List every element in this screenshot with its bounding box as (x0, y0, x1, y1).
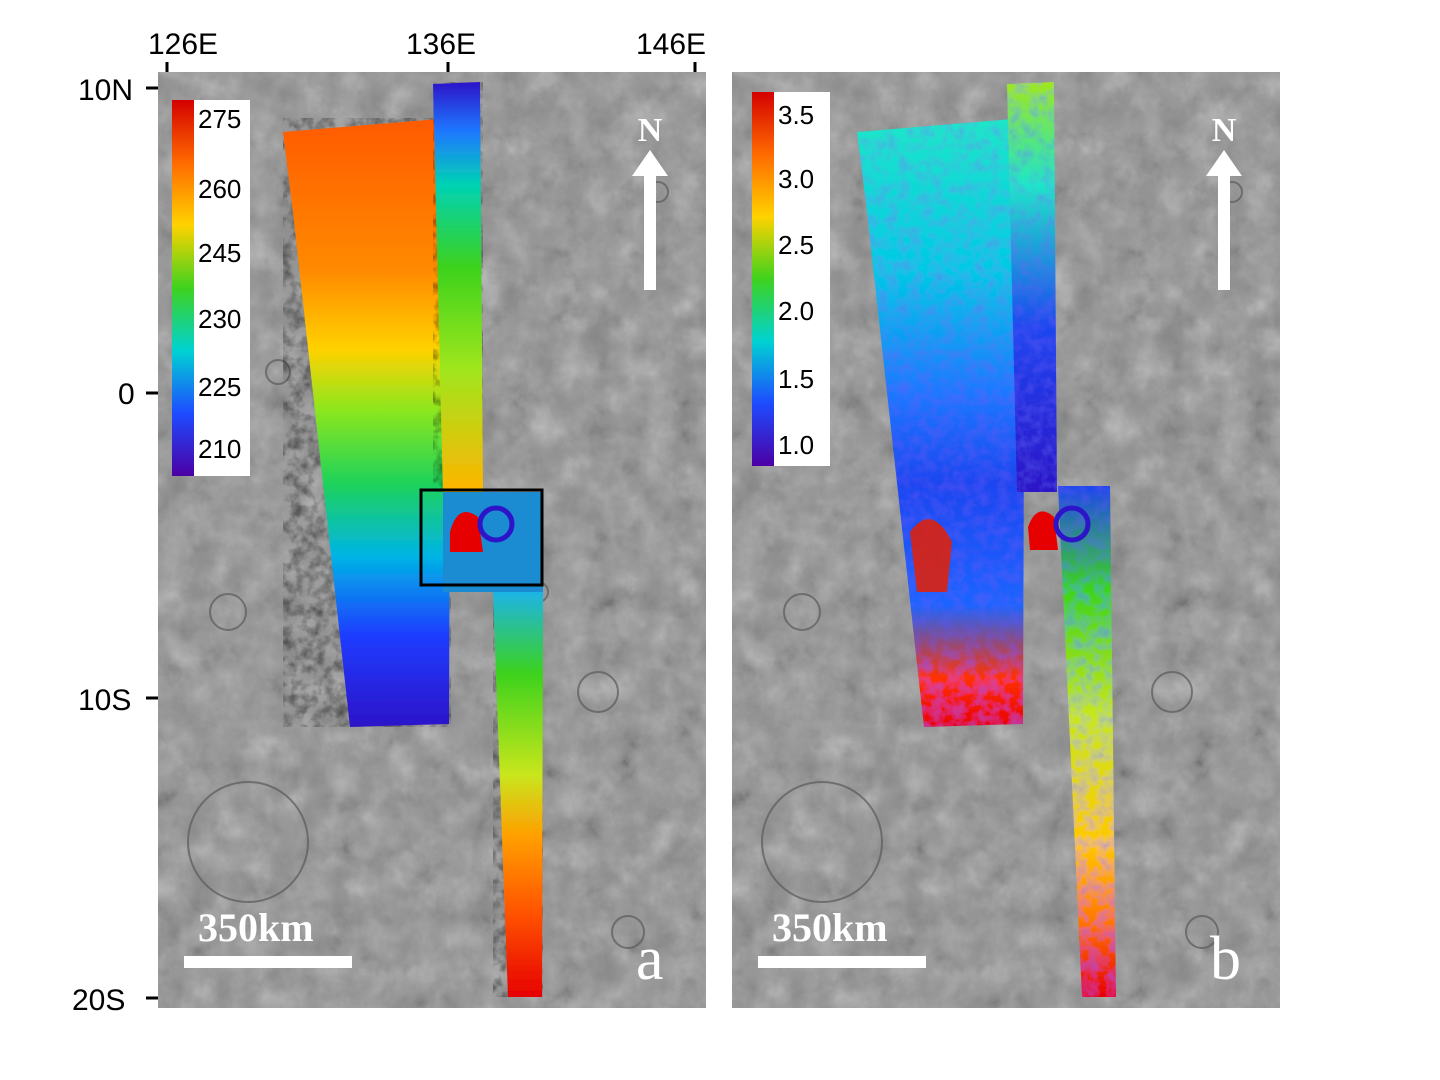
lat-label-10n: 10N (78, 74, 134, 107)
colorbar-label: 260 (198, 174, 242, 204)
colorbar-label: 3.0 (778, 164, 815, 194)
lat-label-20s: 20S (72, 984, 126, 1017)
north-arrow-icon (632, 150, 668, 290)
lon-label-146e: 146E (636, 28, 707, 61)
colorbar-label: 245 (198, 238, 242, 268)
lat-label-0: 0 (118, 378, 135, 411)
swath-a-stripe (433, 82, 483, 492)
north-arrow-a: N (630, 112, 670, 299)
colorbar-label: 2.5 (778, 230, 815, 260)
colorbar-label: 275 (198, 104, 242, 134)
colorbar-legend-b: 3.5 3.0 2.5 2.0 1.5 1.0 (752, 92, 830, 466)
north-arrow-icon (1206, 150, 1242, 290)
colorbar-label: 2.0 (778, 296, 815, 326)
north-arrow-b: N (1204, 112, 1244, 299)
colorbar-label: 230 (198, 304, 242, 334)
map-panel-a: 275 260 245 230 225 210 N 350km a (158, 72, 706, 1008)
region-highlight-box (419, 488, 544, 587)
map-panel-b: 3.5 3.0 2.5 2.0 1.5 1.0 N 350km b (732, 72, 1280, 1008)
lat-label-10s: 10S (78, 684, 132, 717)
swath-b-main (857, 118, 1025, 727)
panel-letter-b: b (1210, 925, 1241, 993)
lon-label-136e: 136E (406, 28, 477, 61)
swath-b-south (1058, 486, 1116, 997)
colorbar-label: 210 (198, 434, 242, 464)
north-label: N (1211, 112, 1237, 149)
north-label: N (637, 112, 663, 149)
panel-letter-a: a (636, 925, 664, 993)
colorbar-label: 1.5 (778, 364, 815, 394)
scale-label-b: 350km (772, 905, 888, 950)
swath-b-stripe (1007, 82, 1057, 492)
swath-a-main (283, 118, 451, 727)
swath-a-south (493, 592, 543, 997)
lon-label-126e: 126E (148, 28, 219, 61)
colorbar-gradient-b (752, 92, 774, 466)
scale-bar-b (758, 956, 926, 968)
colorbar-label: 1.0 (778, 430, 815, 460)
scale-label-a: 350km (198, 905, 314, 950)
colorbar-label: 3.5 (778, 100, 815, 130)
colorbar-gradient-a (172, 100, 194, 476)
colorbar-label: 225 (198, 372, 242, 402)
colorbar-legend-a: 275 260 245 230 225 210 (172, 100, 250, 476)
scale-bar-a (184, 956, 352, 968)
